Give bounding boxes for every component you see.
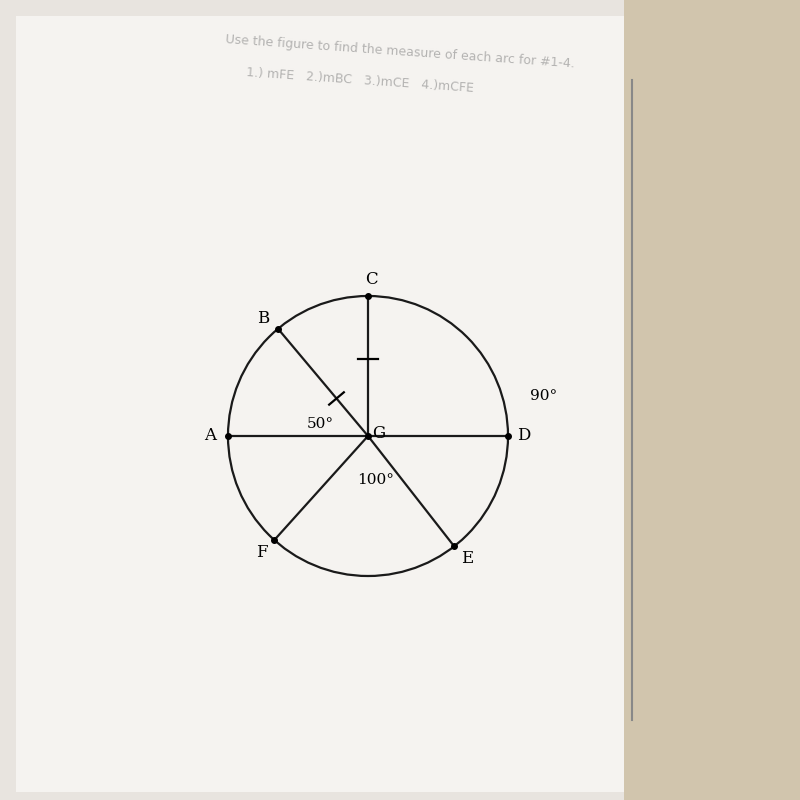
- Text: Use the figure to find the measure of each arc for #1-4.: Use the figure to find the measure of ea…: [225, 34, 575, 70]
- FancyBboxPatch shape: [624, 0, 800, 800]
- Text: 50°: 50°: [306, 417, 334, 431]
- Text: B: B: [258, 310, 270, 327]
- Text: 1.) mFE   2.)mBC   3.)mCE   4.)mCFE: 1.) mFE 2.)mBC 3.)mCE 4.)mCFE: [246, 66, 474, 94]
- Text: 100°: 100°: [358, 473, 394, 487]
- Text: 90°: 90°: [530, 389, 558, 403]
- Text: A: A: [205, 427, 216, 445]
- Text: G: G: [372, 425, 385, 442]
- Text: F: F: [256, 543, 267, 561]
- Text: E: E: [461, 550, 473, 567]
- Text: C: C: [365, 271, 378, 289]
- Text: D: D: [518, 427, 530, 445]
- FancyBboxPatch shape: [16, 16, 624, 792]
